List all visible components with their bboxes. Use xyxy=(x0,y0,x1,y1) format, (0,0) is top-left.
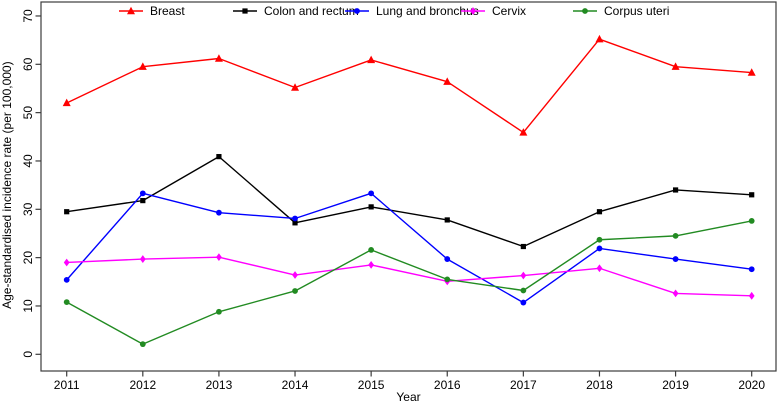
data-point-colon-and-rectum xyxy=(749,192,755,198)
data-point-lung-and-bronchus xyxy=(63,276,70,283)
data-point-corpus-uteri xyxy=(63,299,70,306)
y-axis-tick-label: 60 xyxy=(21,57,35,71)
data-point-breast xyxy=(595,34,604,43)
data-point-breast xyxy=(519,128,528,136)
data-point-breast xyxy=(62,98,71,107)
x-axis-tick-label: 2013 xyxy=(206,378,233,392)
legend-label-corpus-uteri: Corpus uteri xyxy=(604,4,669,18)
data-point-cervix xyxy=(596,264,603,273)
data-point-breast xyxy=(747,68,756,76)
data-point-colon-and-rectum xyxy=(140,198,146,204)
legend-marker-cervix xyxy=(470,7,476,15)
data-point-cervix xyxy=(368,260,375,269)
data-point-corpus-uteri xyxy=(139,341,146,348)
data-point-corpus-uteri xyxy=(216,308,222,315)
data-point-corpus-uteri xyxy=(292,288,298,294)
legend-label-breast: Breast xyxy=(150,4,185,18)
y-axis-tick-label: 50 xyxy=(21,106,35,120)
x-axis-tick-label: 2016 xyxy=(434,378,461,392)
series-colon-and-rectum xyxy=(64,154,755,250)
data-point-lung-and-bronchus xyxy=(520,299,527,306)
legend-marker-breast xyxy=(127,6,135,15)
legend-marker-colon-and-rectum xyxy=(242,8,248,14)
legend-item-breast: Breast xyxy=(119,4,185,18)
data-point-lung-and-bronchus xyxy=(596,245,603,252)
data-point-corpus-uteri xyxy=(520,287,527,294)
series-breast xyxy=(62,34,756,136)
data-point-lung-and-bronchus xyxy=(672,256,679,262)
series-line-cervix xyxy=(65,256,753,297)
series-line-colon-and-rectum xyxy=(65,155,753,248)
y-axis-tick-label: 40 xyxy=(21,154,35,168)
data-point-breast xyxy=(671,62,680,70)
series-cervix xyxy=(63,253,755,300)
data-point-colon-and-rectum xyxy=(520,243,526,250)
legend-label-cervix: Cervix xyxy=(492,4,526,18)
legend-item-colon-and-rectum: Colon and rectum xyxy=(233,4,359,18)
legend-item-corpus-uteri: Corpus uteri xyxy=(573,4,669,18)
data-point-colon-and-rectum xyxy=(216,154,222,160)
data-point-cervix xyxy=(672,289,679,298)
data-point-lung-and-bronchus xyxy=(748,266,755,273)
data-point-cervix xyxy=(139,255,146,263)
x-axis-tick-label: 2020 xyxy=(738,378,765,392)
series-line-corpus-uteri xyxy=(65,220,753,345)
data-point-colon-and-rectum xyxy=(292,220,298,226)
data-point-corpus-uteri xyxy=(672,232,679,239)
data-point-cervix xyxy=(748,291,755,300)
data-point-colon-and-rectum xyxy=(596,209,603,215)
series-corpus-uteri xyxy=(63,218,755,348)
data-point-cervix xyxy=(216,253,222,262)
data-point-corpus-uteri xyxy=(596,236,603,243)
data-point-colon-and-rectum xyxy=(672,187,679,193)
data-point-colon-and-rectum xyxy=(444,217,450,223)
data-point-lung-and-bronchus xyxy=(216,209,222,216)
y-axis-title: Age-standardised incidence rate (per 100… xyxy=(0,61,14,309)
x-axis-tick-label: 2015 xyxy=(358,378,385,392)
legend-marker-lung-and-bronchus xyxy=(354,8,360,14)
data-point-lung-and-bronchus xyxy=(139,190,146,197)
x-axis-tick-label: 2011 xyxy=(54,378,80,392)
legend-marker-corpus-uteri xyxy=(582,8,588,14)
data-point-lung-and-bronchus xyxy=(368,190,375,197)
data-point-cervix xyxy=(292,271,298,279)
x-axis-tick-label: 2017 xyxy=(510,378,537,392)
legend-item-cervix: Cervix xyxy=(461,4,526,18)
data-point-corpus-uteri xyxy=(368,247,375,253)
legend-item-lung-and-bronchus: Lung and bronchus xyxy=(345,4,479,18)
y-axis-tick-label: 10 xyxy=(21,299,35,313)
legend-label-lung-and-bronchus: Lung and bronchus xyxy=(376,4,479,18)
x-axis-tick-label: 2019 xyxy=(662,378,689,392)
y-axis-tick-label: 20 xyxy=(21,251,35,265)
x-axis-tick-label: 2012 xyxy=(129,378,156,392)
series-line-lung-and-bronchus xyxy=(65,192,753,304)
data-point-cervix xyxy=(520,271,527,280)
y-axis-tick-label: 70 xyxy=(21,9,35,23)
legend-label-colon-and-rectum: Colon and rectum xyxy=(264,4,359,18)
y-axis-tick-label: 30 xyxy=(21,202,35,216)
x-axis-tick-label: 2014 xyxy=(282,378,309,392)
data-point-cervix xyxy=(63,258,70,267)
data-point-breast xyxy=(291,83,300,91)
data-point-lung-and-bronchus xyxy=(444,256,451,262)
data-point-breast xyxy=(138,62,147,70)
x-axis-title: Year xyxy=(396,390,420,404)
plot-frame xyxy=(40,1,777,372)
data-point-lung-and-bronchus xyxy=(292,215,298,222)
data-point-corpus-uteri xyxy=(444,276,451,283)
data-point-colon-and-rectum xyxy=(64,209,70,215)
series-lung-and-bronchus xyxy=(63,190,755,306)
data-point-breast xyxy=(443,77,452,85)
y-axis-tick-label: 0 xyxy=(21,351,35,358)
data-point-breast xyxy=(367,55,376,64)
series-line-breast xyxy=(65,38,753,134)
x-axis-tick-label: 2018 xyxy=(586,378,613,392)
data-point-colon-and-rectum xyxy=(368,204,374,210)
data-point-corpus-uteri xyxy=(748,218,755,224)
data-point-breast xyxy=(214,54,223,62)
